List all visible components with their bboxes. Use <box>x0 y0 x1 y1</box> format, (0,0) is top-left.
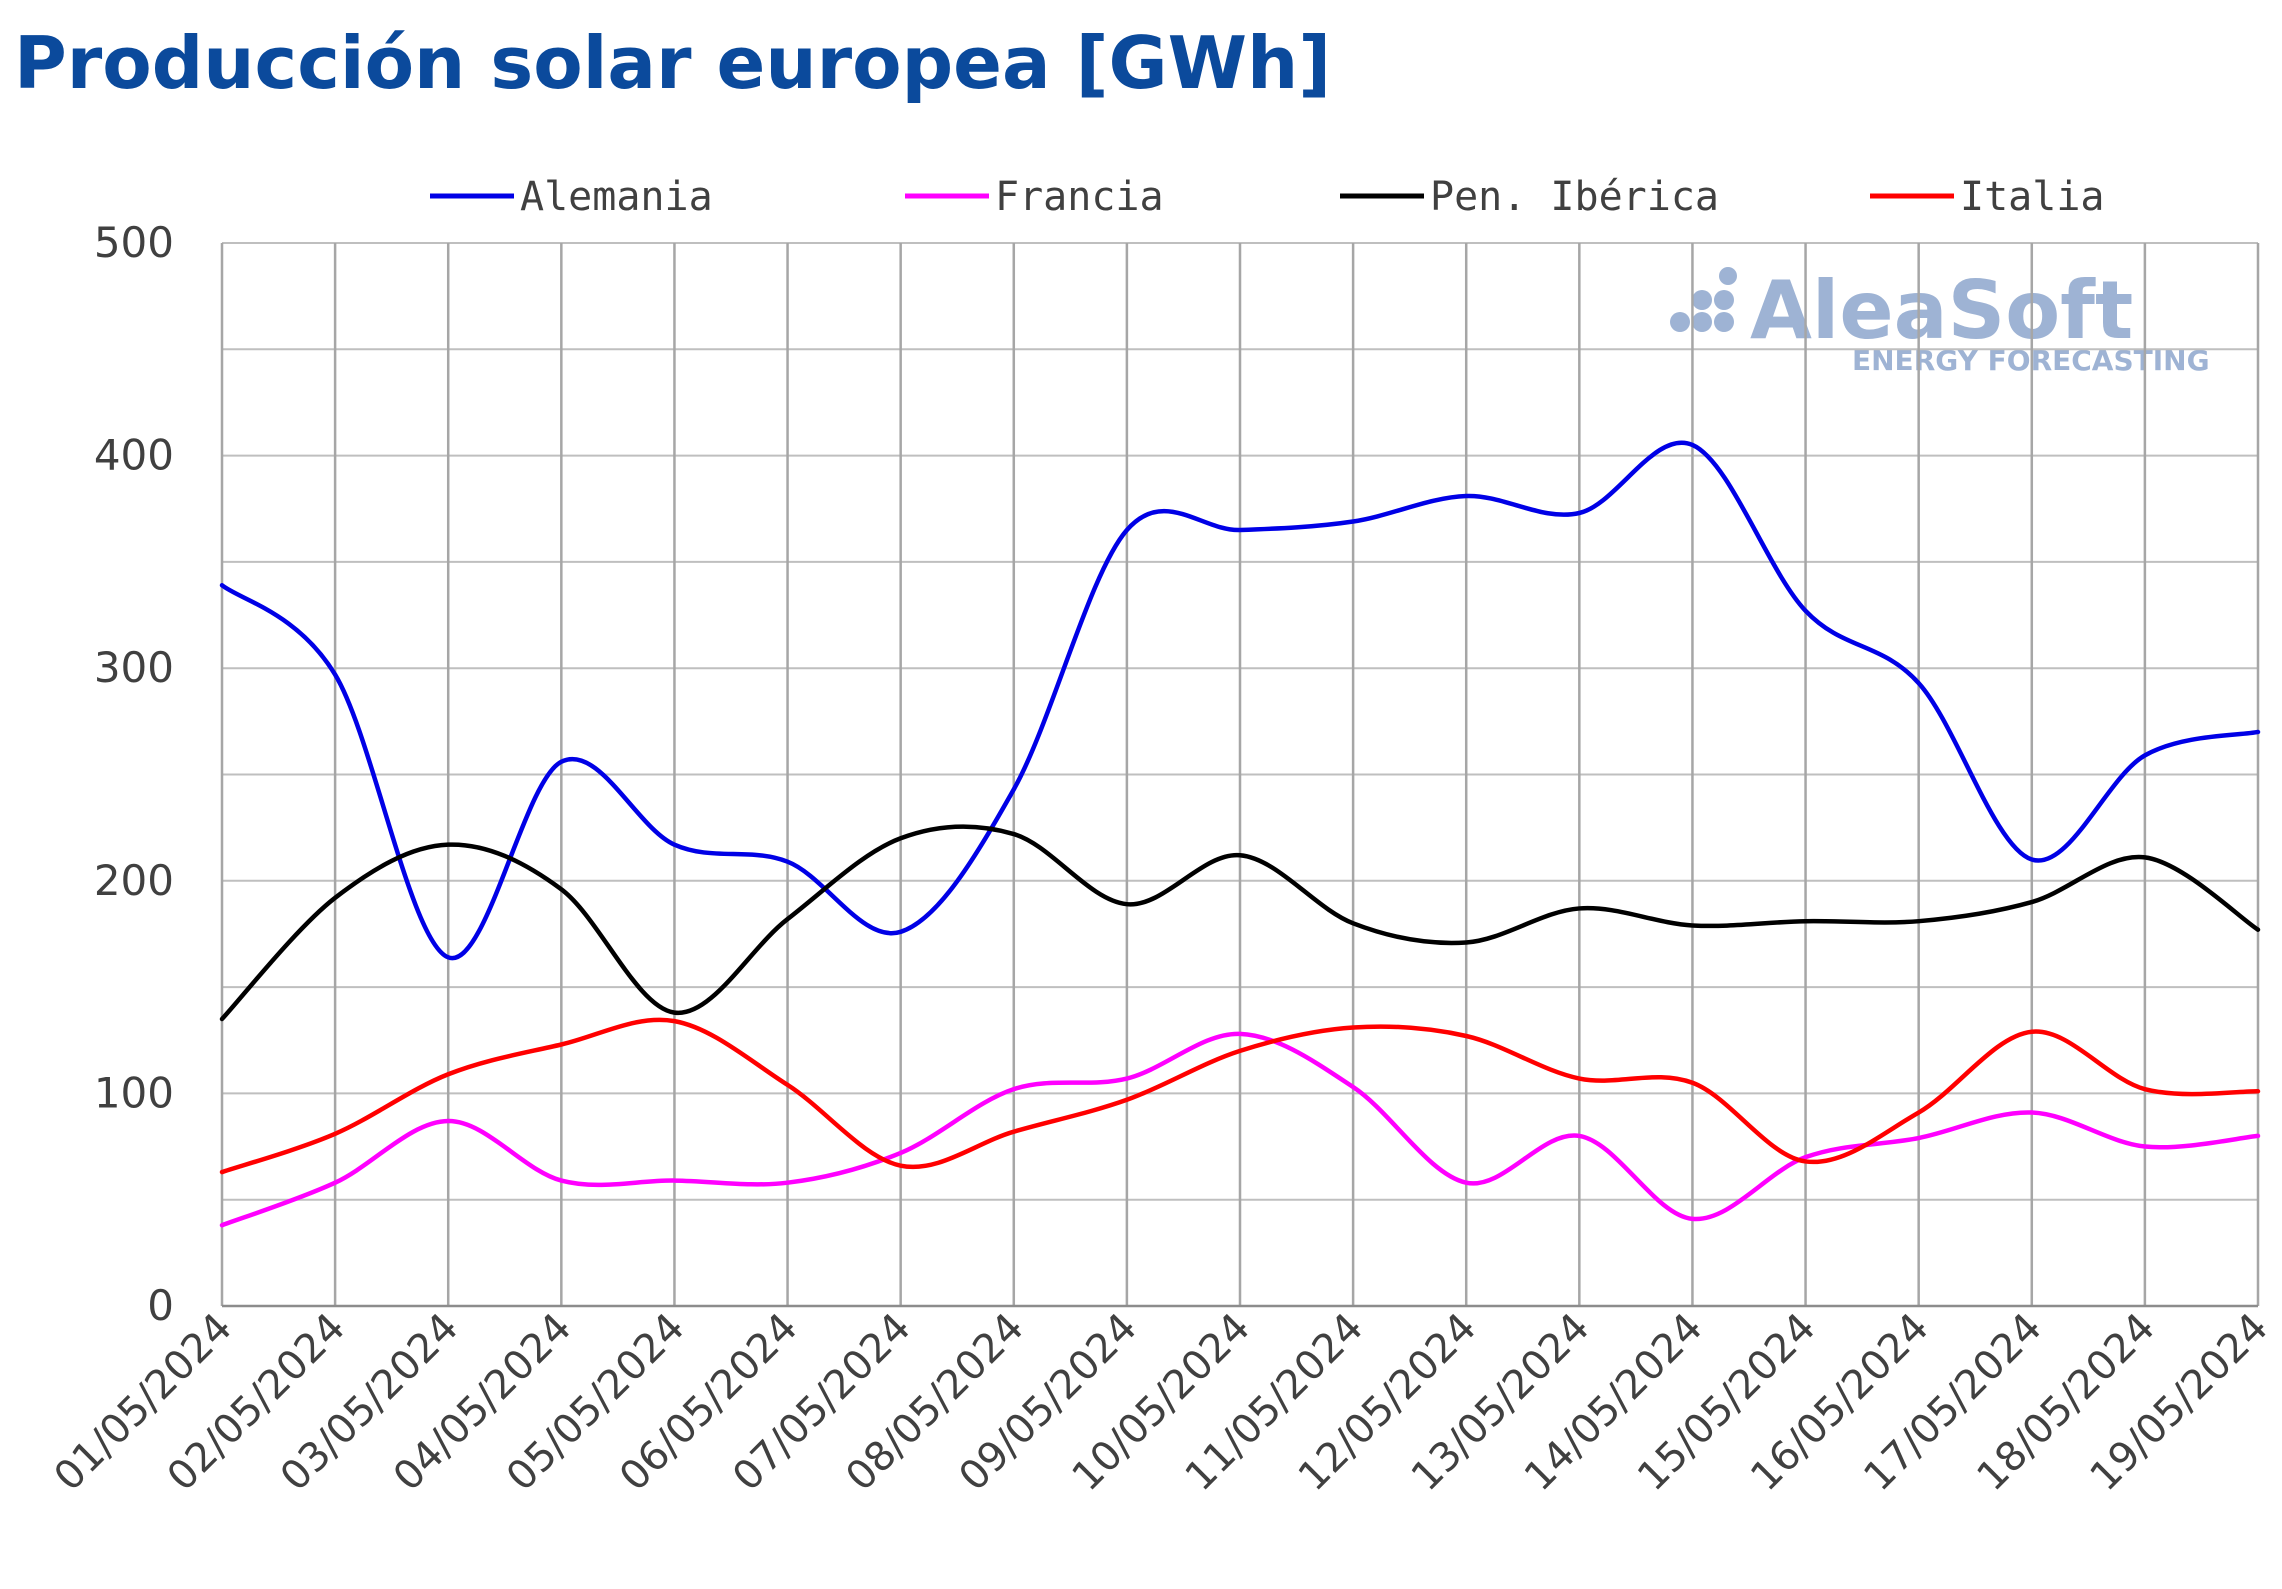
aleasoft-logo-icon <box>1670 267 1737 332</box>
series-line <box>219 824 2261 1022</box>
logo-dot <box>1692 290 1712 310</box>
y-axis-ticks: 0 100 200 300 400 500 <box>94 218 174 1330</box>
aleasoft-watermark: AleaSoft ENERGY FORECASTING <box>1670 264 2210 377</box>
series-line <box>219 1031 2261 1228</box>
chart-title: Producción solar europea [GWh] <box>14 21 1331 105</box>
x-axis-ticks: 01/05/202402/05/202403/05/202404/05/2024… <box>46 1305 2278 1501</box>
logo-dot <box>1670 312 1690 332</box>
y-tick-label: 500 <box>94 218 174 267</box>
y-tick-label: 0 <box>147 1281 174 1330</box>
legend-label: Alemania <box>520 174 713 220</box>
logo-dot <box>1719 267 1737 285</box>
series-line <box>219 1017 2261 1175</box>
legend-label: Francia <box>995 174 1164 220</box>
y-tick-label: 200 <box>94 856 174 905</box>
series-lines <box>219 440 2261 1228</box>
legend-label: Italia <box>1960 174 2105 220</box>
legend-label: Pen. Ibérica <box>1430 174 1719 220</box>
legend: Alemania Francia Pen. Ibérica Italia <box>430 174 2105 220</box>
y-tick-label: 300 <box>94 643 174 692</box>
plot-grid <box>220 242 2260 1308</box>
y-tick-label: 100 <box>94 1068 174 1117</box>
logo-dot <box>1692 312 1712 332</box>
watermark-brand: AleaSoft <box>1750 264 2133 357</box>
logo-dot <box>1714 290 1734 310</box>
y-tick-label: 400 <box>94 431 174 480</box>
series-line <box>219 440 2261 961</box>
logo-dot <box>1714 312 1734 332</box>
